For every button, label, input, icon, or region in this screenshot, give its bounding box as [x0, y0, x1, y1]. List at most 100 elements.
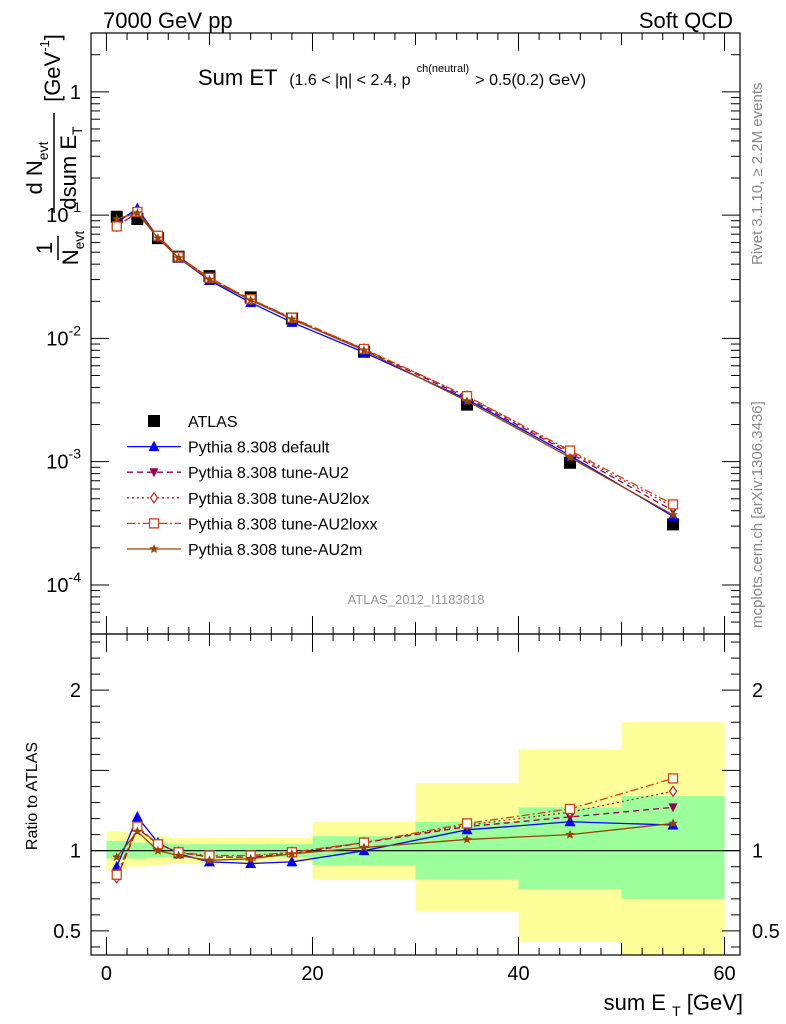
series-marker [462, 396, 472, 406]
series-marker [667, 773, 679, 784]
series-marker [132, 826, 143, 836]
legend-entry: Pythia 8.308 default [127, 440, 330, 457]
main-y-tick-label: 10-4 [46, 569, 81, 597]
legend-label: Pythia 8.308 tune-AU2lox [188, 491, 369, 508]
legend-entry: Pythia 8.308 tune-AU2m [127, 542, 362, 559]
series-marker [132, 208, 143, 218]
series-marker [153, 845, 163, 855]
main-ylabel-nevt: Nevt [58, 231, 87, 266]
main-series-line [116, 211, 674, 505]
series-marker [286, 855, 298, 867]
main-ylabel-unit: [GeV-1] [37, 34, 65, 102]
axes-layer: 1 10-1 10-2 10-3 10-4 0 20 40 60 2 2 1 1 0.5 0.5 [46, 32, 780, 985]
x-axis-label-main: sum E [604, 990, 666, 1015]
header-category: Soft QCD [639, 8, 733, 33]
series-marker [667, 518, 680, 531]
main-title-sub: (1.6 < |η| < 2.4, p [289, 72, 410, 89]
series-marker [111, 213, 122, 224]
series-marker [111, 869, 122, 880]
x-tick-label: 0 [101, 963, 112, 985]
series-marker [668, 818, 678, 828]
legend-label: Pythia 8.308 tune-AU2 [188, 465, 349, 482]
x-tick-label: 20 [301, 963, 323, 985]
main-y-tick-label: 10-1 [46, 199, 81, 227]
series-marker [153, 233, 163, 243]
ratio-y-tick-label: 1 [70, 841, 81, 863]
series-layer [110, 202, 680, 885]
main-series-4 [111, 206, 679, 510]
series-marker [111, 221, 122, 232]
ratio-y-tick-label: 0.5 [53, 921, 81, 943]
main-title: Sum ET (1.6 < |η| < 2.4, p ch(neutral) >… [198, 52, 586, 90]
main-ylabel-dn: d Nevt [22, 141, 51, 194]
header-energy: 7000 GeV pp [103, 8, 233, 33]
main-series-5 [111, 208, 678, 519]
main-y-tick-label: 10-3 [46, 446, 81, 474]
series-marker [461, 818, 473, 829]
legend: ATLAS Pythia 8.308 default Pythia 8.308 tu… [127, 414, 377, 559]
main-title-sup: ch(neutral) [417, 63, 470, 75]
series-marker [668, 509, 678, 519]
series-marker [149, 468, 159, 478]
series-marker [148, 440, 160, 452]
main-y-axis-label: 1 Nevt d Nevt dsum ET [GeV-1] [22, 34, 87, 265]
ratio-y-axis-label: Ratio to ATLAS [24, 742, 41, 850]
series-marker [131, 810, 143, 822]
main-series-0 [110, 210, 680, 531]
main-title-tail: > 0.5(0.2) GeV) [475, 72, 586, 89]
series-marker [204, 855, 215, 865]
x-axis-label-sub: T [672, 1003, 681, 1019]
main-series-line [116, 211, 674, 508]
series-marker [245, 853, 256, 863]
ratio-series-line [116, 777, 674, 876]
series-marker [173, 850, 184, 860]
series-marker [565, 452, 575, 462]
mcplots-label: mcplots.cern.ch [arXiv:1306.3436] [749, 401, 766, 628]
series-marker [287, 848, 297, 858]
main-title-text: Sum ET [198, 65, 277, 90]
ratio-y-tick-label-right: 2 [752, 680, 763, 702]
main-ylabel-one: 1 [32, 242, 57, 254]
legend-entry: Pythia 8.308 tune-AU2loxx [127, 516, 377, 533]
rivet-label: Rivet 3.1.10, ≥ 2.2M events [749, 83, 766, 266]
legend-entry: Pythia 8.308 tune-AU2lox [127, 491, 369, 508]
series-marker [287, 314, 297, 324]
series-marker [359, 842, 369, 852]
series-marker [359, 345, 369, 355]
background-layer [91, 722, 740, 955]
series-marker [667, 499, 679, 510]
ratio-y-tick-label: 2 [70, 680, 81, 702]
legend-label: Pythia 8.308 tune-AU2m [188, 542, 362, 559]
series-marker [245, 295, 256, 305]
series-marker [462, 834, 472, 844]
ratio-y-tick-label-right: 0.5 [752, 921, 780, 943]
x-axis-label: sum E T [GeV] [604, 990, 743, 1021]
x-tick-label: 40 [507, 963, 529, 985]
main-y-tick-label: 1 [70, 82, 81, 104]
series-marker [564, 803, 576, 815]
series-marker [149, 491, 159, 504]
legend-entry: Pythia 8.308 tune-AU2 [127, 465, 349, 482]
series-marker [358, 844, 370, 856]
series-marker [148, 518, 160, 529]
legend-entry: ATLAS [148, 414, 238, 431]
legend-label: Pythia 8.308 default [188, 440, 330, 457]
legend-label: Pythia 8.308 tune-AU2loxx [188, 516, 377, 533]
series-marker [668, 785, 678, 798]
main-y-tick-label: 10-2 [46, 322, 81, 350]
main-ylabel-dsum: dsum ET [56, 126, 85, 210]
series-marker [668, 803, 678, 813]
series-marker [204, 274, 215, 284]
series-marker [173, 252, 184, 262]
analysis-id: ATLAS_2012_I1183818 [348, 592, 485, 607]
x-tick-label: 60 [713, 963, 735, 985]
series-marker [111, 852, 122, 862]
ratio-series-4 [111, 818, 678, 865]
series-marker [149, 544, 159, 554]
x-axis-label-unit: [GeV] [687, 990, 743, 1015]
legend-label: ATLAS [188, 414, 238, 431]
series-marker [148, 415, 160, 427]
series-marker [565, 829, 575, 839]
